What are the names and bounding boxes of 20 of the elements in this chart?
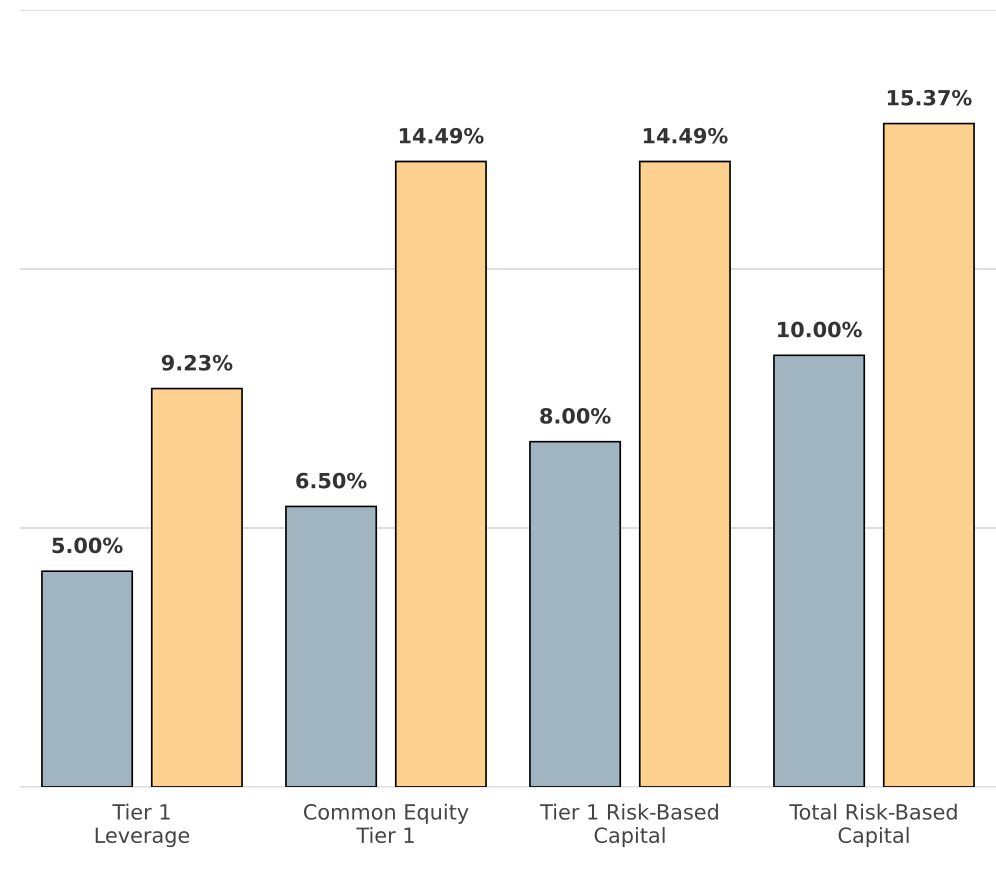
data-label: 10.00%	[778, 322, 862, 338]
bar	[41, 570, 134, 787]
bar	[773, 354, 866, 787]
bar	[150, 388, 243, 787]
bar	[394, 160, 487, 787]
x-tick-label: Tier 1 Leverage	[96, 804, 190, 848]
bar	[529, 440, 622, 787]
data-label: 5.00%	[52, 537, 123, 554]
x-tick-label: Tier 1 Risk-Based Capital	[540, 804, 718, 848]
data-label: 14.49%	[644, 128, 728, 144]
bar	[285, 506, 378, 787]
bar	[882, 122, 975, 787]
data-label: 8.00%	[540, 408, 611, 424]
data-label: 15.37%	[888, 90, 972, 106]
data-label: 9.23%	[162, 354, 232, 371]
x-tick-label: Total Risk-Based Capital	[789, 804, 957, 848]
bar	[638, 160, 731, 787]
data-label: 14.49%	[400, 128, 484, 144]
data-label: 6.50%	[296, 472, 367, 488]
x-tick-label: Common Equity Tier 1	[304, 804, 469, 844]
